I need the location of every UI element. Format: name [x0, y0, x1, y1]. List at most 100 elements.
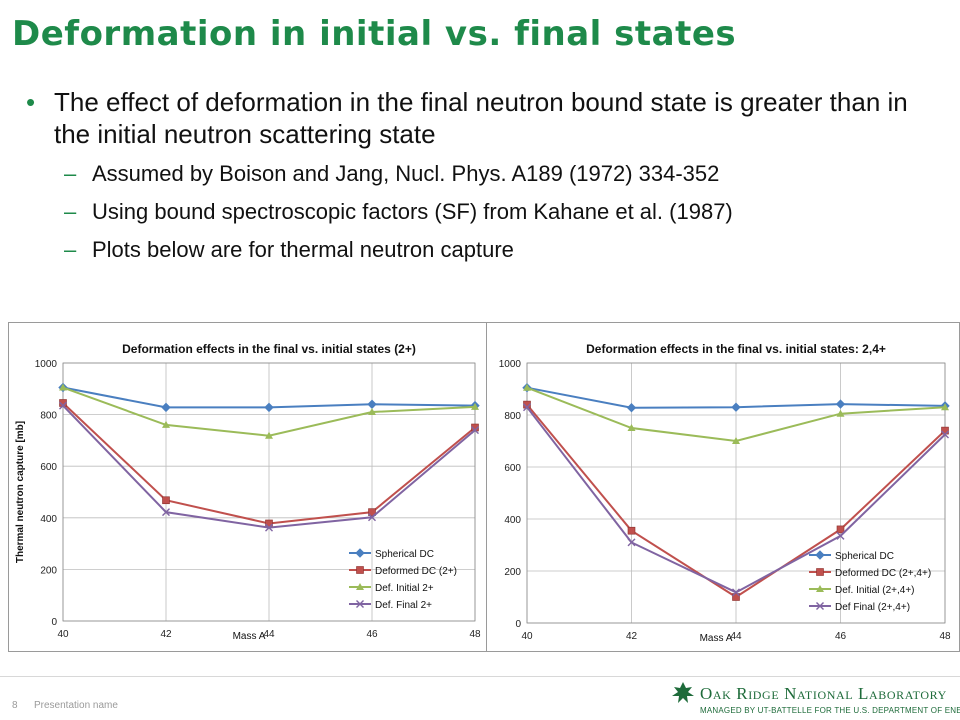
- data-point: [265, 523, 273, 532]
- data-point: [731, 402, 741, 412]
- legend: Spherical DC Deformed DC (2+) Def. Initial…: [349, 548, 457, 611]
- data-point: [368, 408, 376, 416]
- chart-right: 0 200 400 600 800 1000 40 42 44 46 48 Deformation e…: [486, 322, 960, 652]
- sub-bullet-dash: –: [64, 161, 77, 186]
- main-bullet: • The effect of deformation in the final…: [24, 86, 944, 150]
- sub-bullet: – Plots below are for thermal neutron ca…: [24, 236, 944, 264]
- sub-bullet: – Using bound spectroscopic factors (SF)…: [24, 198, 944, 226]
- plot-area: [526, 362, 946, 624]
- data-point: [59, 383, 67, 391]
- y-tick-label: 600: [40, 462, 57, 473]
- chart-svg: 0 200 400 600 800 1000 40 42 44 46 48 Deformation e…: [15, 342, 481, 642]
- data-point: [368, 508, 376, 516]
- data-point: [836, 525, 845, 534]
- chart-title: Deformation effects in the final vs. ini…: [122, 342, 416, 356]
- data-point: [356, 583, 364, 590]
- y-tick-label: 200: [40, 565, 57, 576]
- data-point: [355, 548, 365, 558]
- y-tick-label: 200: [504, 567, 521, 578]
- series-triangle: [59, 383, 479, 439]
- data-point: [162, 420, 170, 428]
- main-bullet-text: The effect of deformation in the final n…: [54, 87, 908, 149]
- legend-label: Def. Final 2+: [375, 600, 432, 611]
- data-point: [627, 424, 636, 431]
- sub-bullet-text: Using bound spectroscopic factors (SF) f…: [92, 199, 733, 224]
- data-point: [356, 600, 364, 608]
- y-tick-label: 400: [40, 514, 57, 525]
- data-point: [627, 526, 636, 535]
- data-point: [732, 593, 740, 601]
- data-point: [161, 402, 171, 413]
- y-tick-label: 1000: [35, 359, 58, 370]
- legend-label: Def. Initial 2+: [375, 583, 434, 594]
- bullet-dot: •: [26, 87, 36, 117]
- ornl-leaf-icon: [672, 682, 694, 703]
- legend-label: Def Final (2+,4+): [835, 602, 910, 613]
- y-tick-label: 400: [504, 515, 521, 526]
- y-axis-label: Thermal neutron capture [mb]: [15, 421, 26, 563]
- x-tick-label: 48: [469, 629, 481, 640]
- data-point: [626, 403, 637, 413]
- x-tick-label: 46: [835, 631, 847, 642]
- legend-label: Spherical DC: [375, 549, 434, 560]
- data-point: [265, 431, 273, 439]
- lab-name: Oak Ridge National Laboratory: [700, 684, 947, 703]
- data-point: [941, 403, 949, 411]
- data-point: [941, 430, 949, 439]
- y-tick-label: 1000: [499, 359, 522, 370]
- x-axis-label: Mass A: [233, 631, 266, 642]
- series-x: [523, 403, 949, 597]
- data-point: [835, 399, 846, 409]
- sub-bullet-dash: –: [64, 237, 77, 262]
- chart-title: Deformation effects in the final vs. ini…: [586, 342, 886, 356]
- data-point: [368, 513, 376, 522]
- chart-left: 0 200 400 600 800 1000 40 42 44 46 48 Deformation e…: [8, 322, 488, 652]
- data-point: [816, 568, 824, 576]
- legend-label: Deformed DC (2+,4+): [835, 568, 931, 579]
- data-point: [471, 426, 479, 435]
- data-point: [367, 399, 377, 409]
- legend: Spherical DC Deformed DC (2+,4+) Def. Init…: [809, 550, 931, 613]
- y-tick-label: 0: [515, 619, 521, 630]
- data-point: [836, 409, 845, 417]
- chart-svg: 0 200 400 600 800 1000 40 42 44 46 48 Deformation e…: [499, 342, 951, 644]
- sub-bullet-dash: –: [64, 199, 77, 224]
- bullet-list: • The effect of deformation in the final…: [24, 86, 944, 264]
- data-point: [523, 383, 531, 391]
- y-tick-label: 800: [504, 411, 521, 422]
- data-point: [941, 426, 949, 435]
- slide-title: Deformation in initial vs. final states: [12, 14, 737, 54]
- data-point: [816, 585, 824, 592]
- series-triangle: [523, 383, 949, 444]
- legend-label: Def. Initial (2+,4+): [835, 585, 914, 596]
- data-point: [59, 401, 67, 410]
- y-tick-label: 0: [51, 617, 57, 628]
- data-point: [356, 566, 364, 574]
- data-point: [523, 403, 531, 412]
- data-point: [732, 588, 740, 597]
- lab-subtitle: MANAGED BY UT-BATTELLE FOR THE U.S. DEPA…: [700, 706, 960, 715]
- x-tick-label: 42: [626, 631, 638, 642]
- sub-bullet-text: Assumed by Boison and Jang, Nucl. Phys. …: [92, 161, 720, 186]
- sub-bullet: – Assumed by Boison and Jang, Nucl. Phys…: [24, 160, 944, 188]
- x-tick-label: 40: [57, 629, 69, 640]
- x-axis-label: Mass A: [700, 633, 733, 644]
- y-tick-label: 600: [504, 463, 521, 474]
- data-point: [816, 602, 824, 610]
- page-number: 8: [12, 700, 18, 711]
- data-point: [162, 496, 170, 505]
- series-x: [59, 401, 479, 532]
- data-point: [264, 402, 274, 413]
- x-tick-label: 40: [521, 631, 533, 642]
- series-square: [523, 400, 949, 601]
- presentation-name: Presentation name: [34, 700, 118, 711]
- x-tick-label: 42: [160, 629, 172, 640]
- legend-label: Deformed DC (2+): [375, 566, 457, 577]
- footer-divider: [0, 676, 960, 677]
- x-tick-label: 46: [366, 629, 378, 640]
- legend-label: Spherical DC: [835, 551, 894, 562]
- plot-area: [62, 362, 476, 622]
- x-tick-label: 48: [939, 631, 951, 642]
- y-tick-label: 800: [40, 411, 57, 422]
- data-point: [162, 508, 170, 517]
